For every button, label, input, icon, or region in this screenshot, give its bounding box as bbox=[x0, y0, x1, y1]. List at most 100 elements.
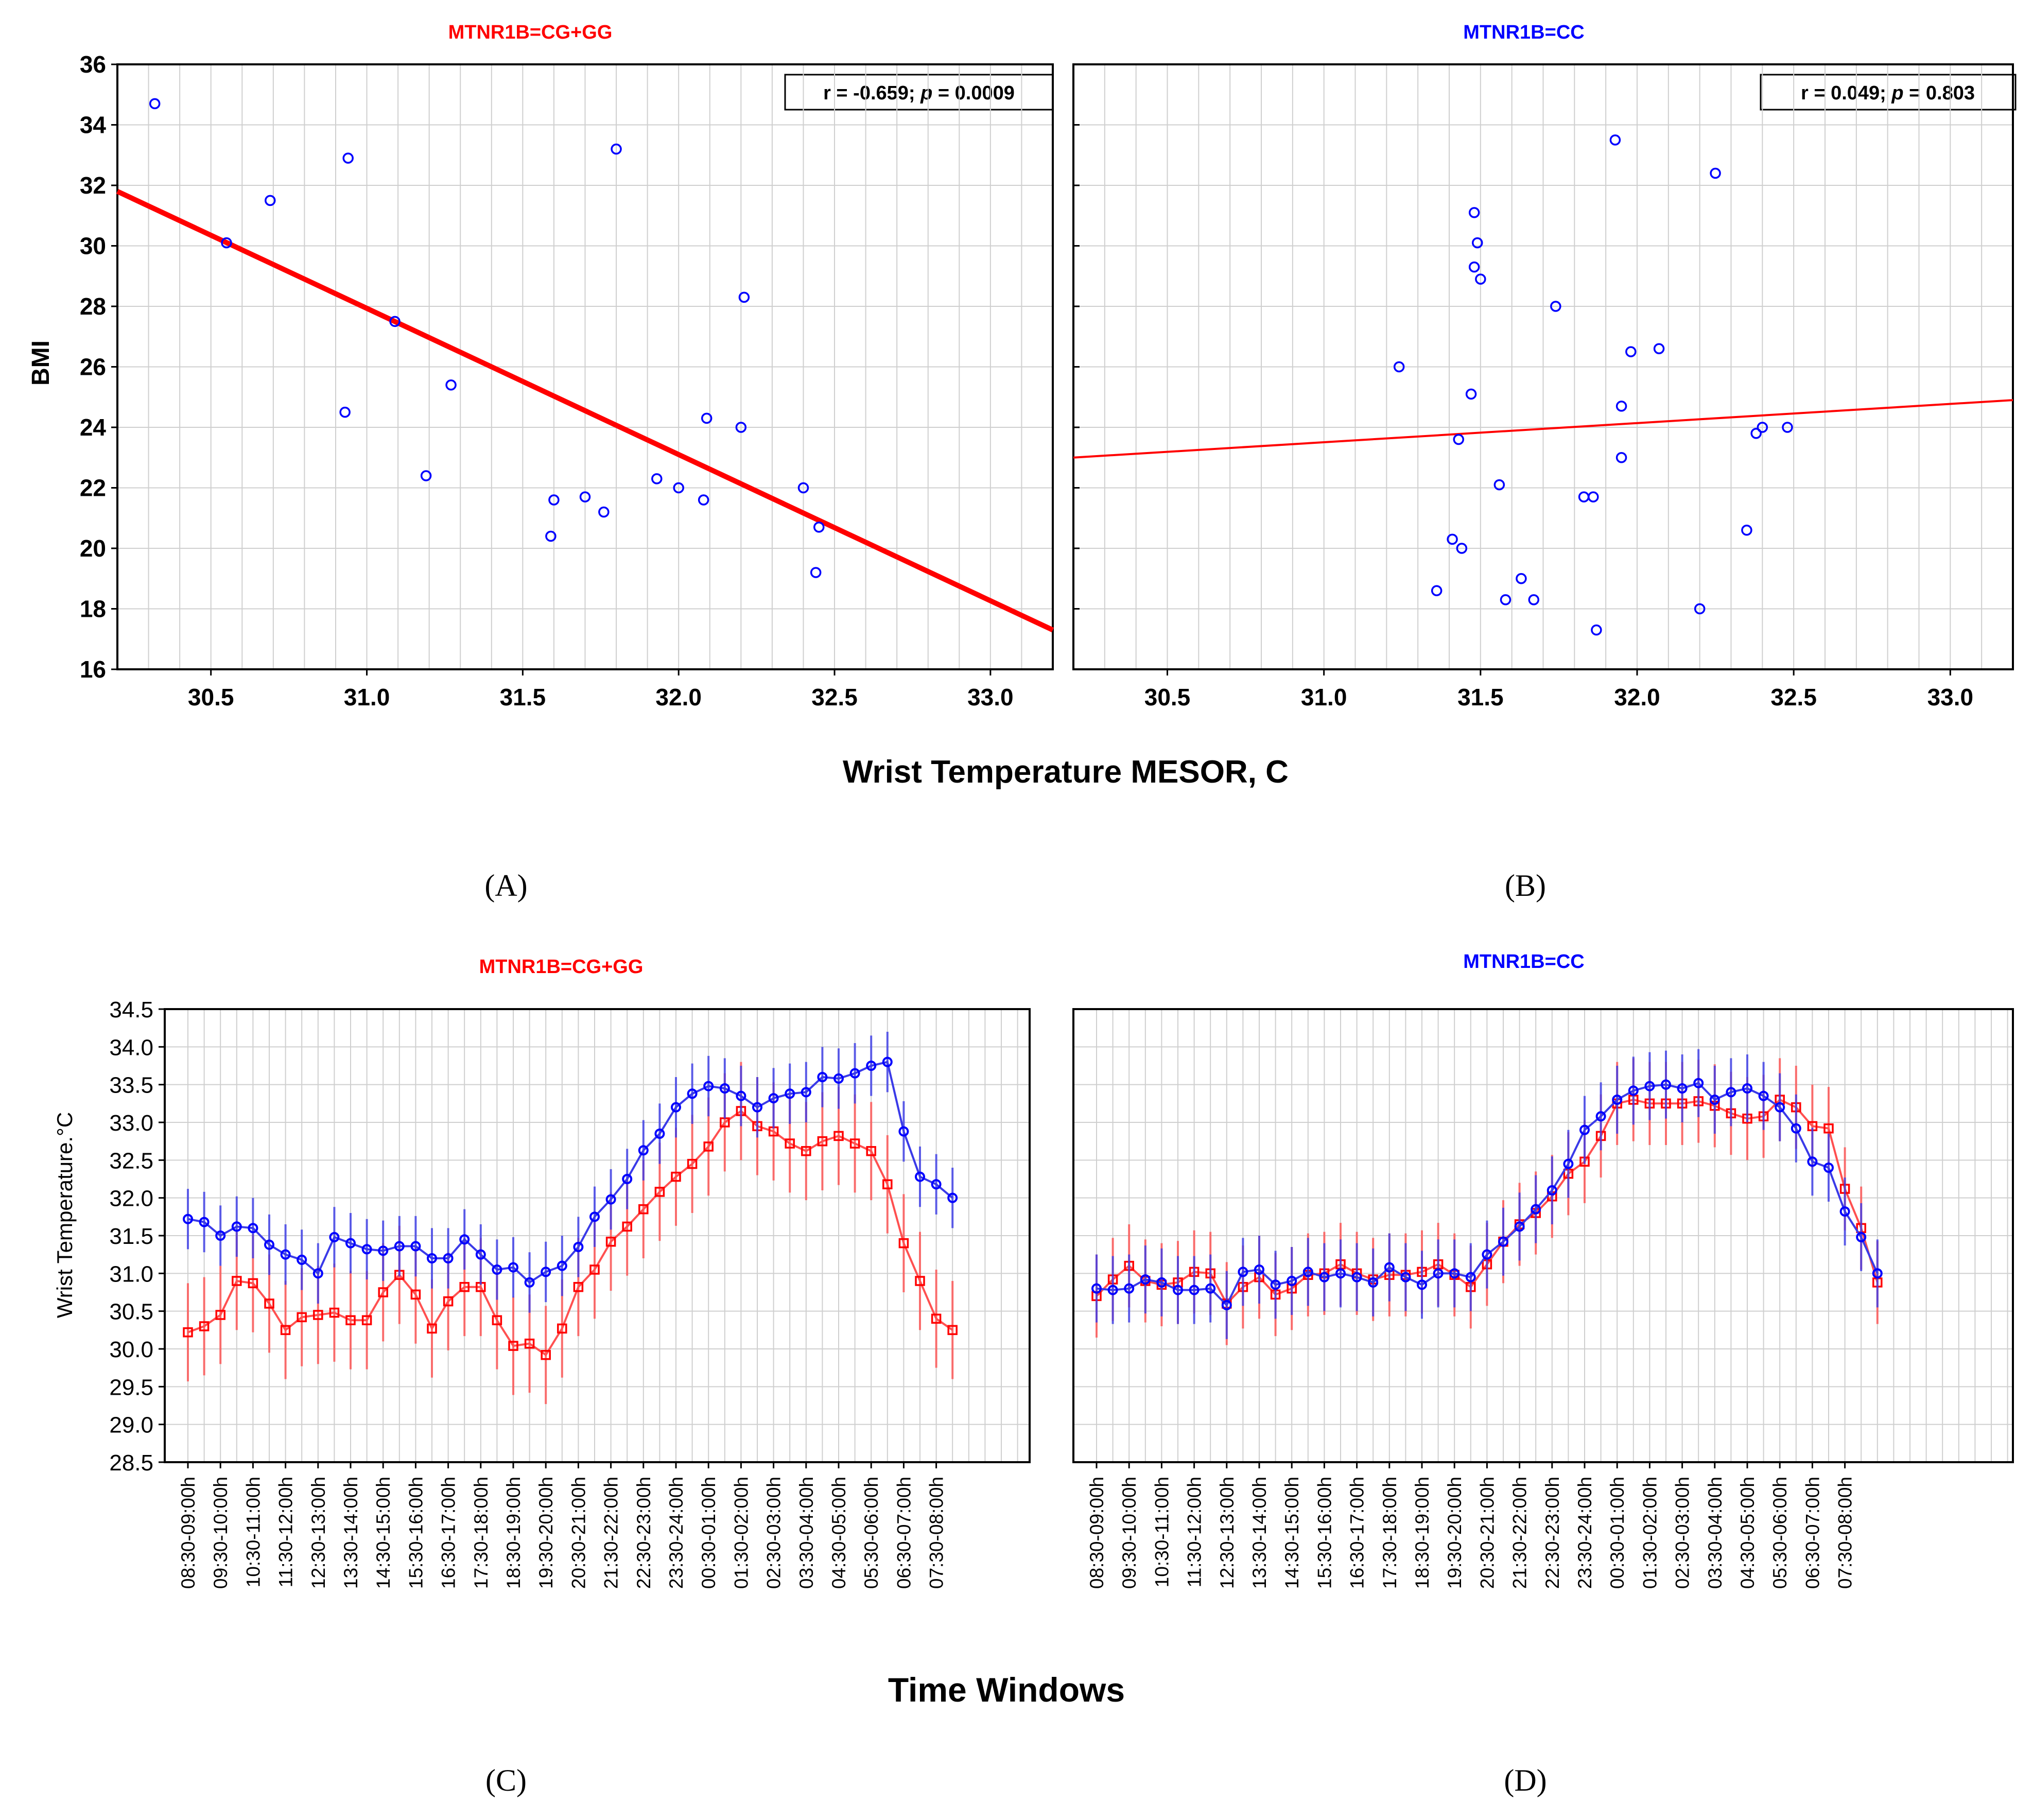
x-tick-label: 02:30-03:00h bbox=[1672, 1477, 1693, 1589]
data-marker bbox=[1287, 1276, 1297, 1286]
data-marker bbox=[573, 1281, 584, 1292]
series-line bbox=[1096, 1082, 1879, 1307]
data-marker bbox=[1514, 1221, 1525, 1232]
data-point bbox=[548, 494, 560, 506]
panel-d-title: MTNR1B=CC bbox=[1463, 951, 1584, 973]
x-tick-label: 31.5 bbox=[500, 684, 546, 710]
data-point bbox=[651, 473, 663, 484]
x-tick-label: 01:30-02:00h bbox=[731, 1477, 752, 1589]
data-point bbox=[1741, 525, 1752, 536]
data-marker bbox=[817, 1136, 828, 1147]
data-marker bbox=[801, 1087, 811, 1098]
data-marker bbox=[622, 1221, 632, 1232]
data-point bbox=[445, 379, 457, 391]
y-tick-label: 34 bbox=[80, 112, 107, 138]
data-marker bbox=[492, 1264, 502, 1275]
y-tick-label: 36 bbox=[80, 51, 106, 78]
x-tick-label: 08:30-09:00h bbox=[1086, 1477, 1107, 1589]
series-blue bbox=[183, 1032, 958, 1313]
data-marker bbox=[345, 1238, 356, 1249]
data-point bbox=[265, 195, 276, 206]
data-marker bbox=[687, 1158, 698, 1169]
data-point bbox=[1609, 134, 1621, 146]
data-point bbox=[1615, 401, 1627, 412]
line-x-axis-title: Time Windows bbox=[888, 1671, 1125, 1709]
data-marker bbox=[915, 1171, 925, 1182]
y-tick-label: 18 bbox=[80, 596, 106, 622]
data-marker bbox=[1563, 1158, 1574, 1169]
x-tick-label: 05:30-06:00h bbox=[861, 1477, 882, 1589]
data-marker bbox=[1156, 1277, 1167, 1288]
data-marker bbox=[492, 1315, 502, 1326]
data-marker bbox=[1644, 1081, 1655, 1091]
data-marker bbox=[1839, 1206, 1850, 1217]
data-marker bbox=[541, 1267, 551, 1277]
panel-b-title: MTNR1B=CC bbox=[1463, 22, 1584, 43]
data-point bbox=[1588, 491, 1599, 502]
data-marker bbox=[264, 1239, 274, 1250]
x-tick-label: 05:30-06:00h bbox=[1769, 1477, 1791, 1589]
data-point bbox=[797, 482, 809, 494]
y-tick-label: 32.5 bbox=[109, 1148, 153, 1173]
x-tick-label: 31.0 bbox=[1301, 684, 1347, 710]
data-marker bbox=[654, 1187, 665, 1197]
x-tick-label: 04:30-05:00h bbox=[1737, 1477, 1758, 1589]
panel-a-r-value: r = -0.659; bbox=[823, 82, 915, 104]
x-tick-label: 03:30-04:00h bbox=[796, 1477, 817, 1589]
data-point bbox=[1782, 422, 1793, 433]
data-marker bbox=[1775, 1102, 1785, 1113]
data-marker bbox=[1531, 1204, 1541, 1215]
data-marker bbox=[882, 1179, 893, 1190]
data-point bbox=[1453, 434, 1464, 445]
data-point bbox=[545, 530, 557, 542]
data-marker bbox=[1091, 1283, 1102, 1294]
data-marker bbox=[1417, 1279, 1427, 1290]
data-point bbox=[1393, 361, 1405, 373]
data-marker bbox=[215, 1310, 225, 1320]
data-marker bbox=[199, 1321, 210, 1331]
data-point bbox=[389, 316, 401, 327]
data-marker bbox=[1547, 1185, 1557, 1195]
x-tick-label: 32.0 bbox=[655, 684, 702, 710]
y-tick-label: 32.0 bbox=[109, 1186, 153, 1211]
data-marker bbox=[1709, 1095, 1720, 1105]
x-tick-label: 14:30-15:00h bbox=[1281, 1477, 1302, 1589]
x-tick-label: 06:30-07:00h bbox=[893, 1477, 914, 1589]
data-marker bbox=[1400, 1272, 1411, 1282]
data-marker bbox=[1205, 1283, 1216, 1294]
data-point bbox=[813, 522, 825, 533]
data-marker bbox=[1872, 1268, 1883, 1279]
data-point bbox=[1447, 533, 1458, 545]
data-marker bbox=[1742, 1083, 1752, 1094]
data-marker bbox=[1677, 1083, 1688, 1094]
x-tick-label: 13:30-14:00h bbox=[1249, 1477, 1270, 1589]
data-marker bbox=[1270, 1279, 1281, 1290]
x-tick-label: 19:30-20:00h bbox=[1444, 1477, 1465, 1589]
data-point bbox=[1694, 603, 1706, 615]
data-marker bbox=[394, 1241, 405, 1252]
data-marker bbox=[541, 1349, 551, 1360]
scatter-y-axis-title: BMI bbox=[27, 340, 55, 386]
panel-label-c: (C) bbox=[485, 1763, 527, 1797]
x-tick-label: 11:30-12:00h bbox=[1184, 1477, 1205, 1587]
x-tick-label: 32.5 bbox=[811, 684, 858, 710]
data-marker bbox=[849, 1138, 860, 1149]
panel-a-stats-box: r = -0.659; p = 0.0009 bbox=[784, 74, 1054, 111]
data-point bbox=[579, 491, 591, 502]
x-tick-label: 12:30-13:00h bbox=[308, 1477, 329, 1589]
data-marker bbox=[1465, 1272, 1476, 1282]
data-marker bbox=[297, 1312, 307, 1323]
x-tick-label: 10:30-11:00h bbox=[242, 1477, 264, 1587]
panel-a-title: MTNR1B=CG+GG bbox=[448, 22, 613, 43]
panel-b-p-label: p bbox=[1891, 82, 1903, 104]
data-point bbox=[1710, 167, 1721, 179]
data-marker bbox=[361, 1244, 372, 1255]
y-tick-label: 31.5 bbox=[109, 1224, 153, 1249]
data-marker bbox=[703, 1081, 714, 1091]
panel-label-b: (B) bbox=[1505, 869, 1546, 903]
data-marker bbox=[703, 1141, 714, 1152]
x-tick-label: 32.5 bbox=[1770, 684, 1817, 710]
data-point bbox=[1578, 491, 1590, 502]
y-tick-label: 26 bbox=[80, 354, 106, 380]
data-marker bbox=[378, 1245, 389, 1256]
